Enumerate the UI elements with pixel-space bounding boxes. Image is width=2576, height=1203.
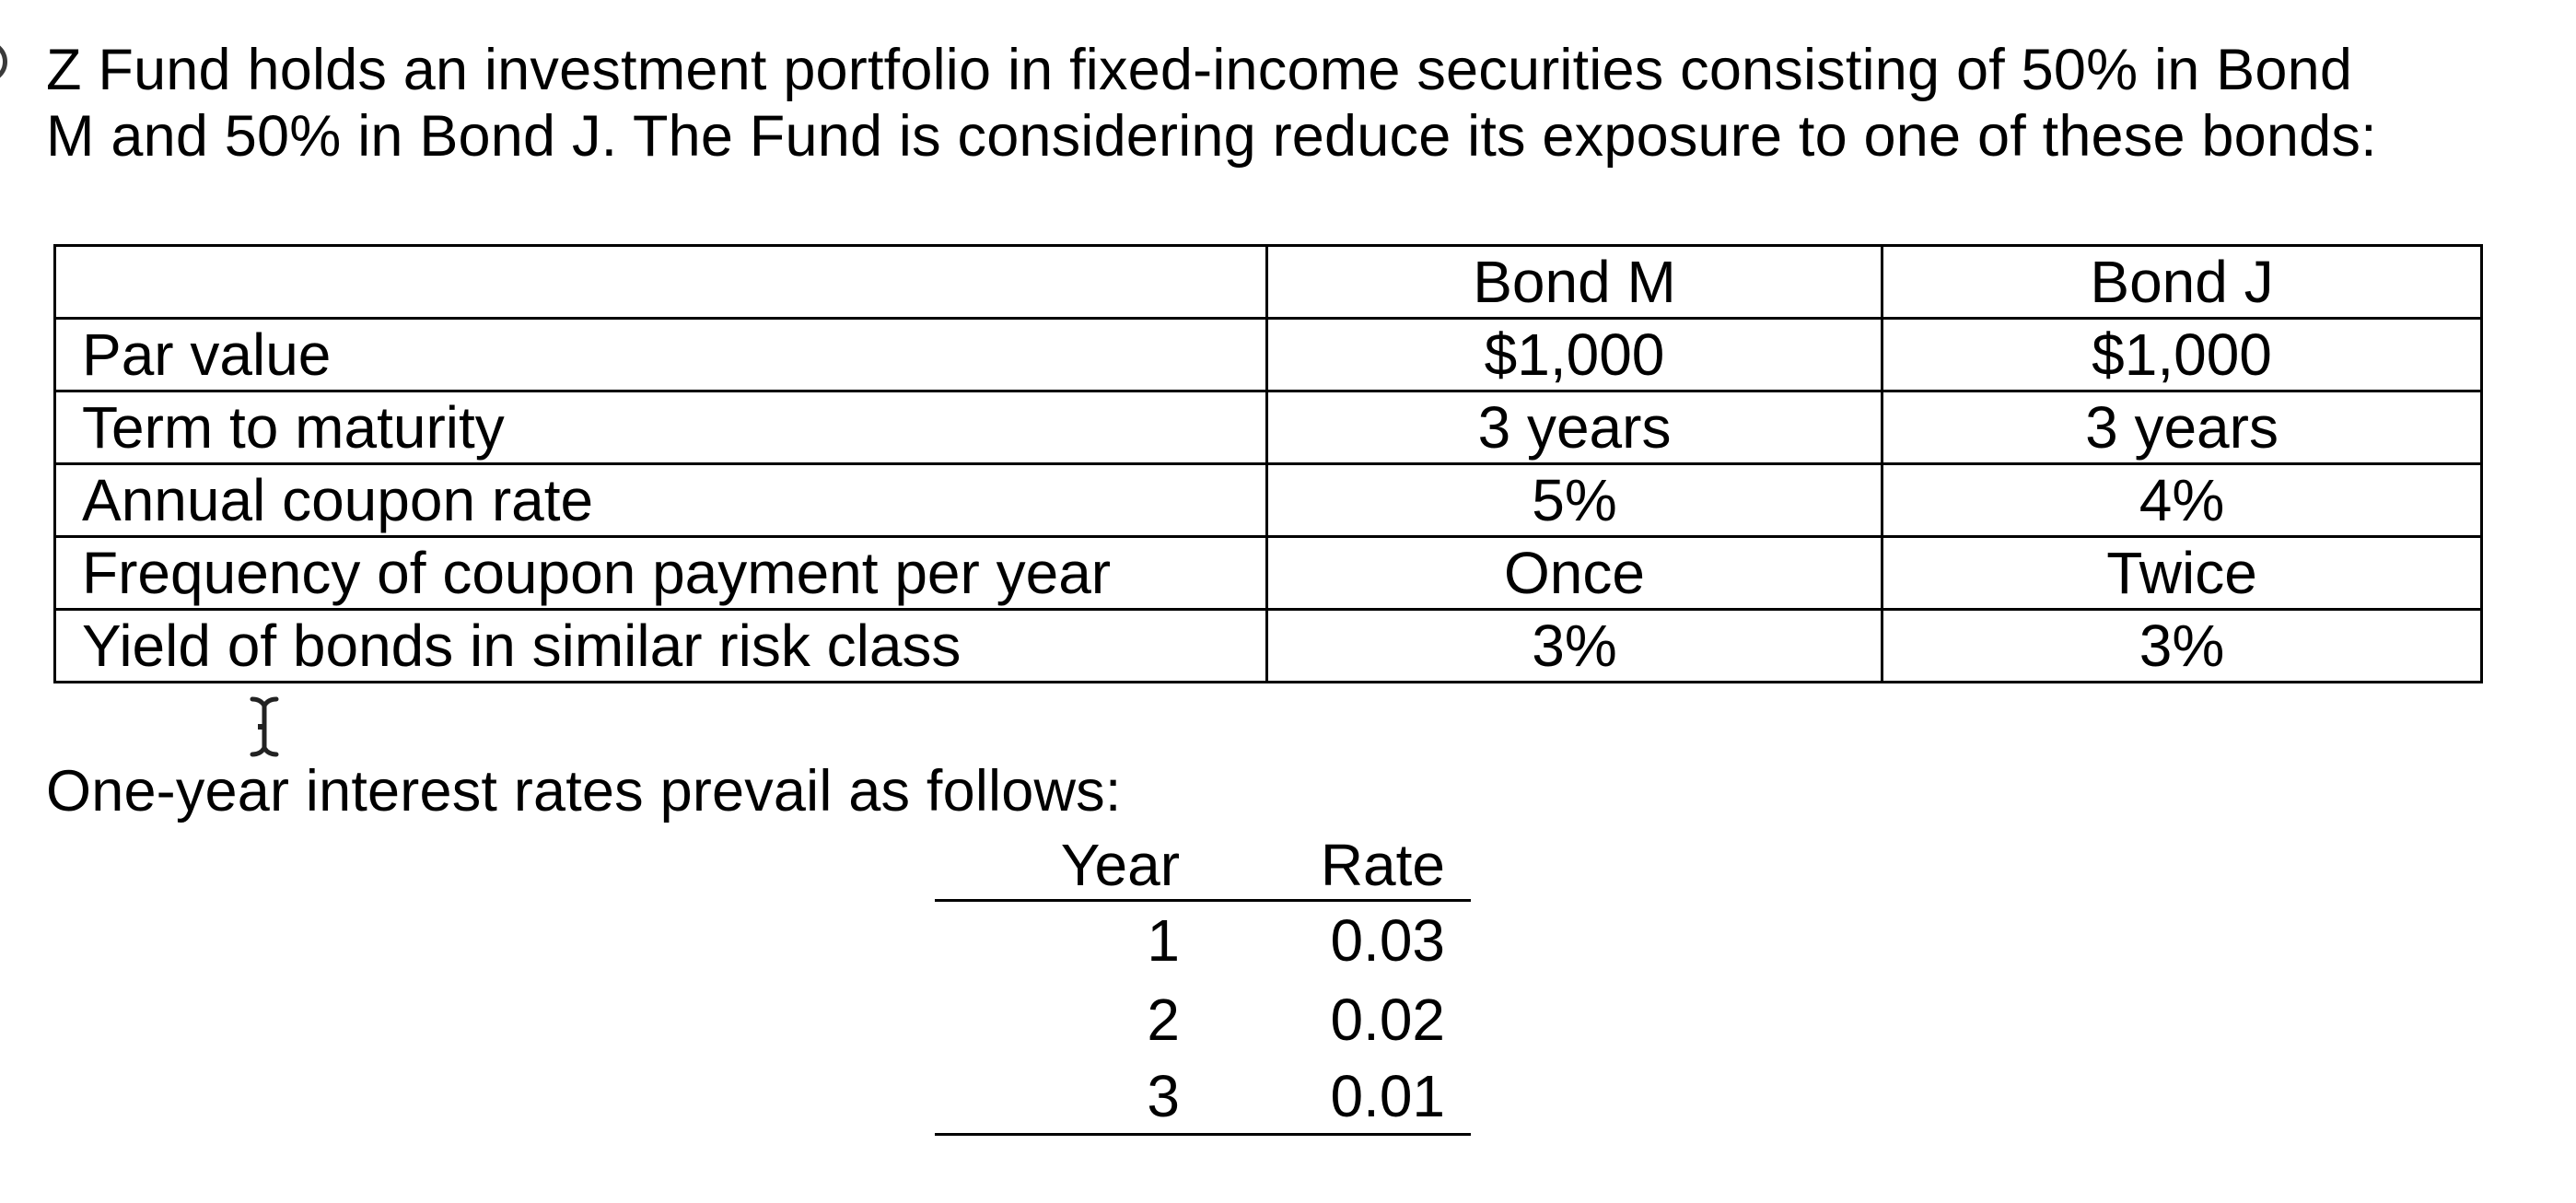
bond-j-value: 4% bbox=[1881, 462, 2483, 538]
bond-m-value: 5% bbox=[1265, 462, 1883, 538]
rate-value: 0.03 bbox=[1330, 907, 1445, 975]
rates-header-rate: Rate bbox=[1193, 831, 1471, 902]
bond-table-header-bond-j: Bond J bbox=[1881, 244, 2483, 320]
rates-table-row-2: 2 0.02 bbox=[935, 980, 1471, 1059]
rates-table-header-row: Year Rate bbox=[935, 831, 1471, 902]
row-label: Annual coupon rate bbox=[53, 462, 1268, 538]
interest-rates-table: Year Rate 1 0.03 2 0.02 3 0.01 bbox=[935, 831, 1471, 1136]
year-value: 1 bbox=[1147, 907, 1180, 975]
bond-m-value: 3 years bbox=[1265, 390, 1883, 465]
bond-table-header-row: Bond M Bond J bbox=[53, 244, 2483, 320]
rates-table-row-3: 3 0.01 bbox=[935, 1058, 1471, 1136]
rate-value: 0.02 bbox=[1330, 986, 1445, 1053]
bond-j-value: Twice bbox=[1881, 535, 2483, 611]
bond-m-value: 3% bbox=[1265, 608, 1883, 683]
row-label: Term to maturity bbox=[53, 390, 1268, 465]
bond-j-value: 3% bbox=[1881, 608, 2483, 683]
bond-table-header-empty-cell bbox=[53, 244, 1268, 320]
bond-comparison-table: Bond M Bond J Par value $1,000 $1,000 Te… bbox=[53, 244, 2483, 683]
question-text: Z Fund holds an investment portfolio in … bbox=[46, 37, 2377, 169]
bond-table-row-coupon-rate: Annual coupon rate 5% 4% bbox=[53, 462, 2483, 538]
bond-table-row-yield: Yield of bonds in similar risk class 3% … bbox=[53, 608, 2483, 683]
bond-table-row-term: Term to maturity 3 years 3 years bbox=[53, 390, 2483, 465]
rates-intro-text: One-year interest rates prevail as follo… bbox=[46, 759, 1122, 823]
bond-j-value: 3 years bbox=[1881, 390, 2483, 465]
bond-m-value: Once bbox=[1265, 535, 1883, 611]
row-label: Yield of bonds in similar risk class bbox=[53, 608, 1268, 683]
question-text-line-1: Z Fund holds an investment portfolio in … bbox=[46, 38, 2353, 102]
question-text-line-2: M and 50% in Bond J. The Fund is conside… bbox=[46, 104, 2377, 169]
bond-table-header-bond-m: Bond M bbox=[1265, 244, 1883, 320]
rates-header-year: Year bbox=[935, 831, 1193, 902]
row-label: Frequency of coupon payment per year bbox=[53, 535, 1268, 611]
year-value: 2 bbox=[1147, 986, 1180, 1053]
ibeam-cursor-icon bbox=[250, 696, 279, 757]
row-label: Par value bbox=[53, 317, 1268, 392]
bond-j-value: $1,000 bbox=[1881, 317, 2483, 392]
list-bullet-icon bbox=[0, 41, 7, 83]
bond-m-value: $1,000 bbox=[1265, 317, 1883, 392]
bond-table-row-par-value: Par value $1,000 $1,000 bbox=[53, 317, 2483, 392]
rates-table-row-1: 1 0.03 bbox=[935, 901, 1471, 980]
rate-value: 0.01 bbox=[1193, 1058, 1471, 1136]
bond-table-row-frequency: Frequency of coupon payment per year Onc… bbox=[53, 535, 2483, 611]
year-value: 3 bbox=[935, 1058, 1193, 1136]
